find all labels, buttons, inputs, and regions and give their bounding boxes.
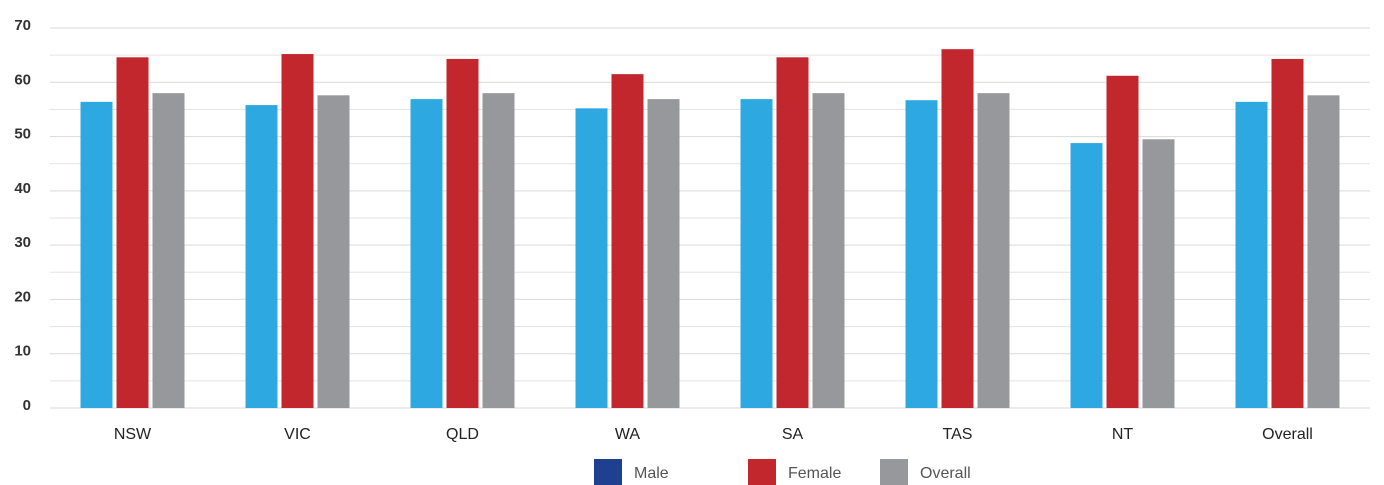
bar <box>281 54 314 409</box>
legend-swatch <box>880 459 908 485</box>
bar <box>941 49 974 409</box>
legend-label: Female <box>788 465 841 482</box>
y-tick-label: 20 <box>14 288 31 305</box>
bar <box>1070 143 1103 409</box>
x-tick-label: TAS <box>943 426 973 443</box>
bar <box>1307 95 1340 409</box>
y-tick-label: 0 <box>23 397 31 414</box>
x-tick-label: NSW <box>114 426 152 443</box>
x-tick-label: QLD <box>446 426 479 443</box>
bar <box>152 93 185 409</box>
bar <box>116 57 149 409</box>
legend-swatch <box>594 459 622 485</box>
bar <box>1271 58 1304 408</box>
y-tick-label: 30 <box>14 234 31 251</box>
x-tick-label: NT <box>1112 426 1134 443</box>
y-tick-label: 40 <box>14 180 31 197</box>
bar <box>1142 139 1175 409</box>
x-tick-label: VIC <box>284 426 311 443</box>
bar <box>776 57 809 409</box>
bar <box>1106 75 1139 409</box>
y-tick-label: 10 <box>14 343 31 360</box>
bar <box>812 93 845 409</box>
legend-label: Overall <box>920 465 971 482</box>
x-tick-label: WA <box>615 426 641 443</box>
bar <box>446 58 479 408</box>
bar <box>1235 101 1268 408</box>
bar <box>611 74 644 409</box>
bar <box>740 99 773 408</box>
y-tick-label: 60 <box>14 71 31 88</box>
bar <box>575 108 608 408</box>
y-tick-label: 70 <box>14 17 31 34</box>
x-tick-label: SA <box>782 426 804 443</box>
bar <box>80 101 113 408</box>
bar <box>245 105 278 408</box>
legend-label: Male <box>634 465 669 482</box>
x-tick-label: Overall <box>1262 426 1313 443</box>
bar <box>410 99 443 408</box>
y-tick-label: 50 <box>14 126 31 143</box>
bar <box>317 95 350 409</box>
bar <box>977 93 1010 409</box>
legend-swatch <box>748 459 776 485</box>
bar <box>905 100 938 408</box>
bar <box>482 93 515 409</box>
bar <box>647 99 680 408</box>
